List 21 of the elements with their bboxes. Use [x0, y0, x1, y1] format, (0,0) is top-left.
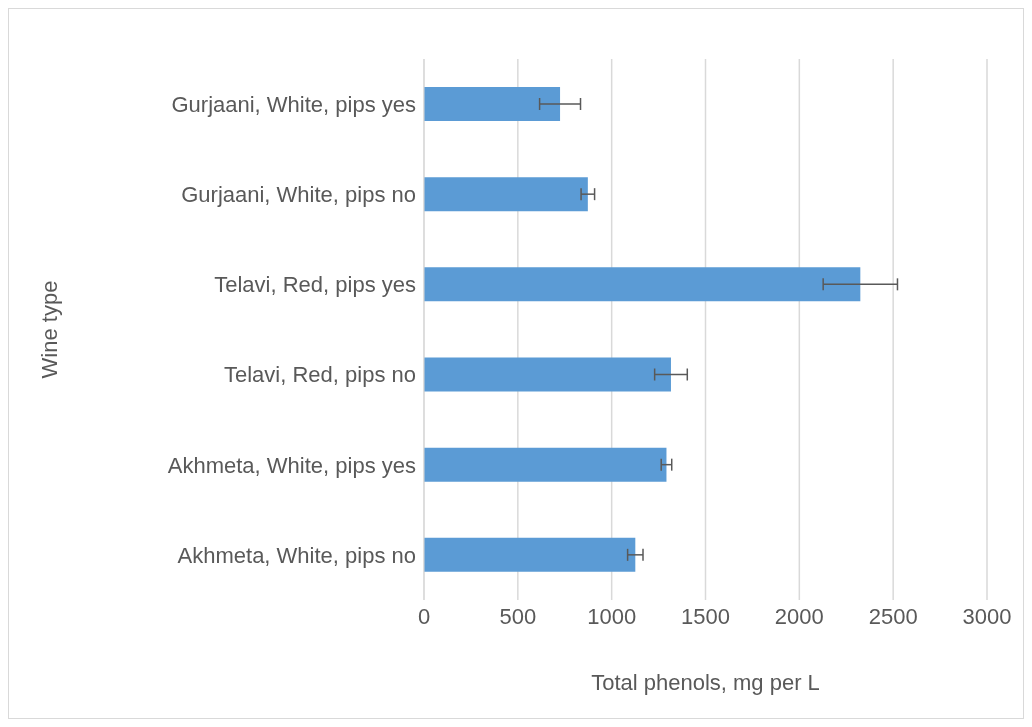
y-tick-label: Telavi, Red, pips yes: [214, 272, 416, 298]
x-tick-label: 3000: [962, 603, 1012, 629]
bar: [424, 177, 588, 212]
x-tick-label: 2500: [868, 603, 918, 629]
bar: [424, 537, 636, 572]
bar: [424, 87, 561, 121]
bar: [424, 447, 667, 482]
y-axis-title: Wine type: [36, 280, 62, 379]
x-axis-title: Total phenols, mg per L: [591, 670, 820, 695]
y-tick-label: Gurjaani, White, pips yes: [171, 91, 416, 117]
bar: [424, 357, 671, 392]
x-tick-label: 1500: [681, 603, 730, 629]
y-tick-label: Akhmeta, White, pips no: [177, 542, 416, 568]
y-tick-label: Akhmeta, White, pips yes: [167, 452, 416, 478]
y-tick-label: Telavi, Red, pips no: [224, 362, 416, 388]
bar: [424, 267, 861, 302]
x-tick-label: 500: [499, 603, 537, 629]
x-tick-label: 1000: [587, 603, 637, 629]
x-tick-label: 0: [417, 603, 431, 629]
x-tick-label: 2000: [774, 603, 824, 629]
y-tick-label: Gurjaani, White, pips no: [181, 182, 416, 208]
